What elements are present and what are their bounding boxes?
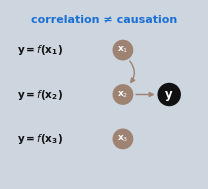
FancyArrowPatch shape bbox=[130, 61, 135, 82]
Circle shape bbox=[113, 84, 133, 105]
Text: $\bf{y = \mathit{f}(x_2)}$: $\bf{y = \mathit{f}(x_2)}$ bbox=[17, 88, 63, 101]
Circle shape bbox=[113, 40, 133, 60]
Text: $\bf{y = \mathit{f}(x_1)}$: $\bf{y = \mathit{f}(x_1)}$ bbox=[17, 43, 63, 57]
Text: correlation ≠ causation: correlation ≠ causation bbox=[31, 15, 177, 25]
Text: x$_2$: x$_2$ bbox=[117, 89, 129, 100]
Circle shape bbox=[113, 129, 133, 149]
Text: $\bf{y = \mathit{f}(x_3)}$: $\bf{y = \mathit{f}(x_3)}$ bbox=[17, 132, 63, 146]
Text: x$_1$: x$_1$ bbox=[117, 45, 129, 55]
Text: y: y bbox=[165, 88, 173, 101]
FancyBboxPatch shape bbox=[7, 0, 201, 189]
Circle shape bbox=[157, 83, 181, 106]
FancyArrowPatch shape bbox=[136, 93, 153, 96]
Text: x$_3$: x$_3$ bbox=[117, 134, 129, 144]
